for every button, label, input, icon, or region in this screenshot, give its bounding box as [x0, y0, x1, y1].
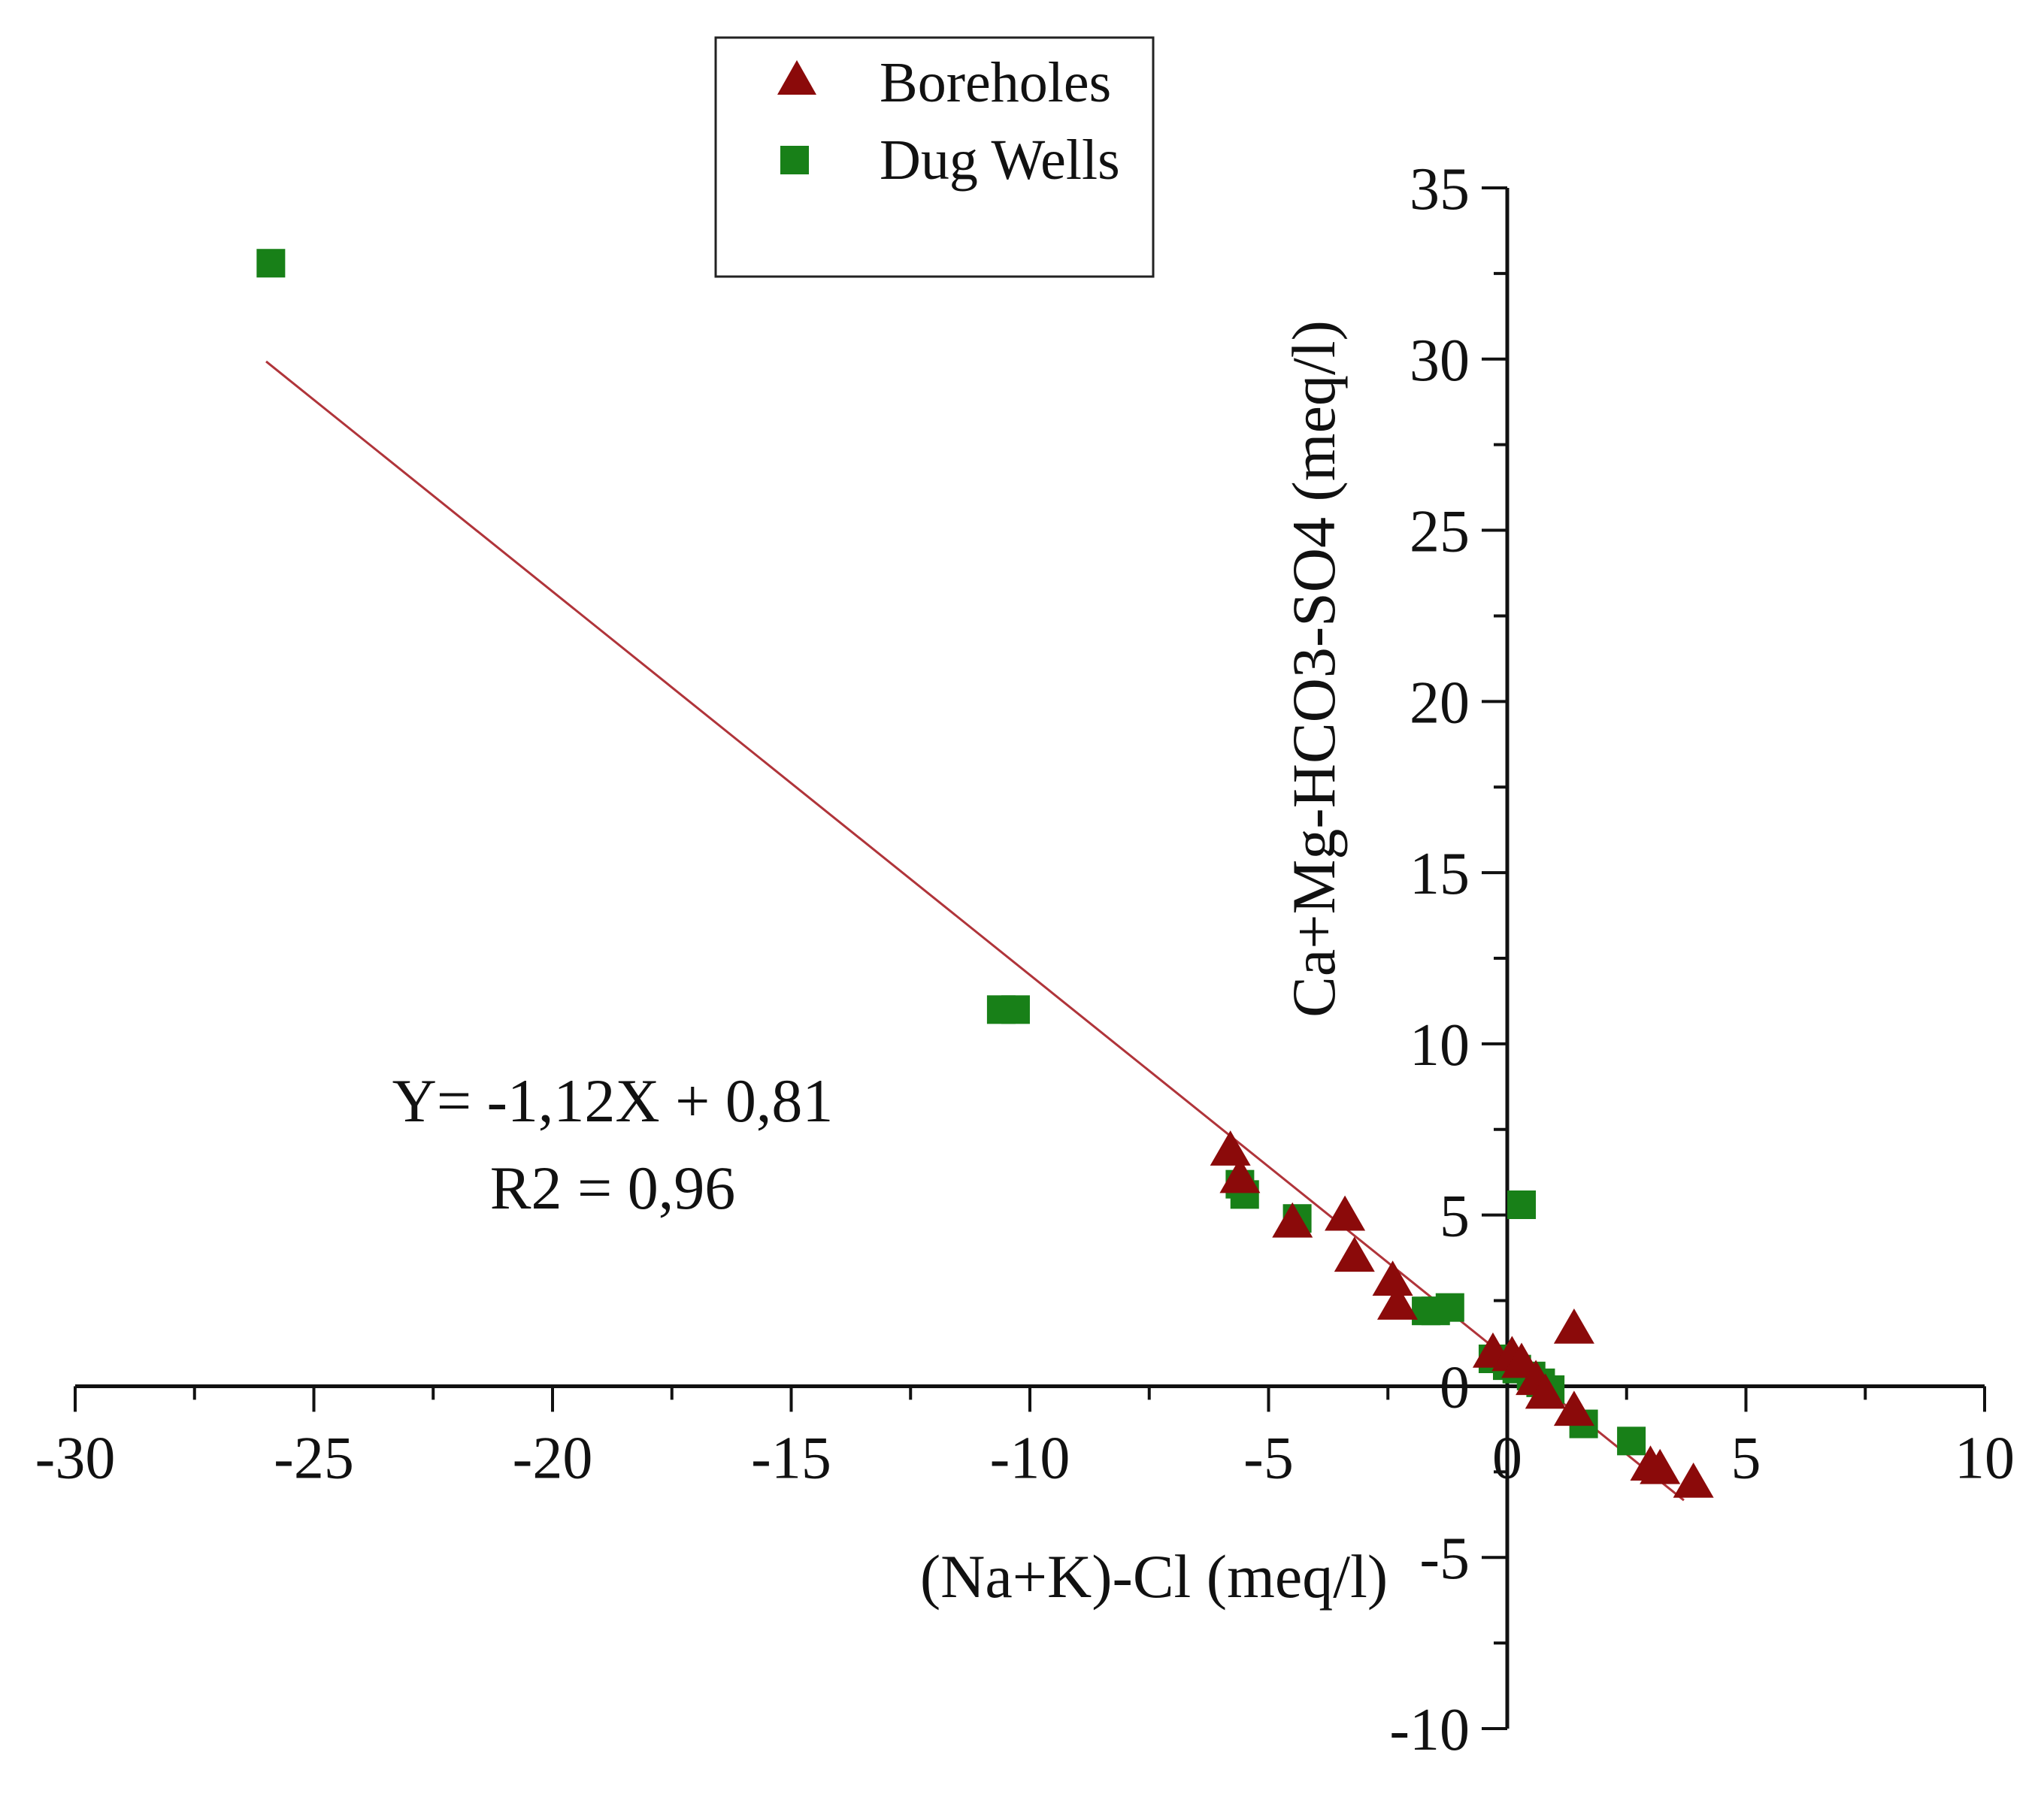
point-boreholes [1640, 1448, 1681, 1484]
point-boreholes [1272, 1202, 1313, 1238]
x-tick-label: -25 [274, 1425, 354, 1491]
point-boreholes [1553, 1390, 1594, 1426]
legend: Boreholes Dug Wells [714, 36, 1155, 278]
x-tick-label: -15 [751, 1425, 831, 1491]
point-dug-wells [1001, 995, 1030, 1024]
y-tick-label: -5 [1419, 1526, 1470, 1592]
legend-label-boreholes: Boreholes [880, 51, 1111, 114]
point-boreholes [1325, 1195, 1366, 1231]
point-boreholes [1219, 1157, 1261, 1193]
x-tick-label: 5 [1731, 1425, 1761, 1491]
y-tick-label: 25 [1410, 499, 1470, 565]
x-tick-label: -10 [990, 1425, 1070, 1491]
data-points [256, 249, 1714, 1498]
y-axis-title: Ca+Mg-HCO3-SO4 (meq/l) [1279, 320, 1348, 1018]
x-tick-label: -5 [1243, 1425, 1294, 1491]
point-boreholes [1376, 1284, 1418, 1320]
point-dug-wells [1435, 1293, 1464, 1322]
point-boreholes [1372, 1260, 1413, 1296]
equation-annotation: Y= -1,12X + 0,81 [392, 1066, 834, 1135]
y-tick-label: 20 [1410, 670, 1470, 736]
y-tick-label: 5 [1440, 1184, 1470, 1250]
point-boreholes [1673, 1463, 1714, 1498]
y-tick-label: -10 [1389, 1697, 1470, 1763]
y-tick-label: 0 [1440, 1354, 1470, 1420]
point-boreholes [1525, 1373, 1566, 1409]
r-squared-annotation: R2 = 0,96 [490, 1154, 735, 1222]
y-tick-label: 35 [1410, 156, 1470, 222]
point-boreholes [1210, 1130, 1251, 1166]
legend-marker-dug-wells [780, 146, 809, 174]
trendline-group [265, 360, 1685, 1502]
x-axis-ticks: -30 -25 -20 -15 -10 -5 0 5 10 [35, 1386, 2015, 1491]
point-boreholes [1334, 1236, 1375, 1272]
x-axis-title: (Na+K)-Cl (meq/l) [920, 1542, 1388, 1611]
y-tick-label: 15 [1410, 841, 1470, 907]
legend-marker-boreholes [777, 60, 816, 95]
point-dug-wells [256, 249, 286, 278]
legend-label-dug-wells: Dug Wells [880, 129, 1120, 192]
y-tick-label: 10 [1410, 1012, 1470, 1079]
x-tick-label: 0 [1492, 1425, 1522, 1491]
point-boreholes [1553, 1308, 1594, 1344]
x-tick-label: -30 [35, 1425, 116, 1491]
y-axis-ticks: -10 -5 0 5 10 15 20 25 30 35 [1389, 156, 1507, 1763]
point-dug-wells [1617, 1426, 1646, 1456]
x-tick-label: -20 [513, 1425, 593, 1491]
point-dug-wells [1507, 1190, 1537, 1219]
y-tick-label: 30 [1410, 328, 1470, 394]
trendline [265, 360, 1685, 1502]
x-tick-label: 10 [1955, 1425, 2015, 1491]
